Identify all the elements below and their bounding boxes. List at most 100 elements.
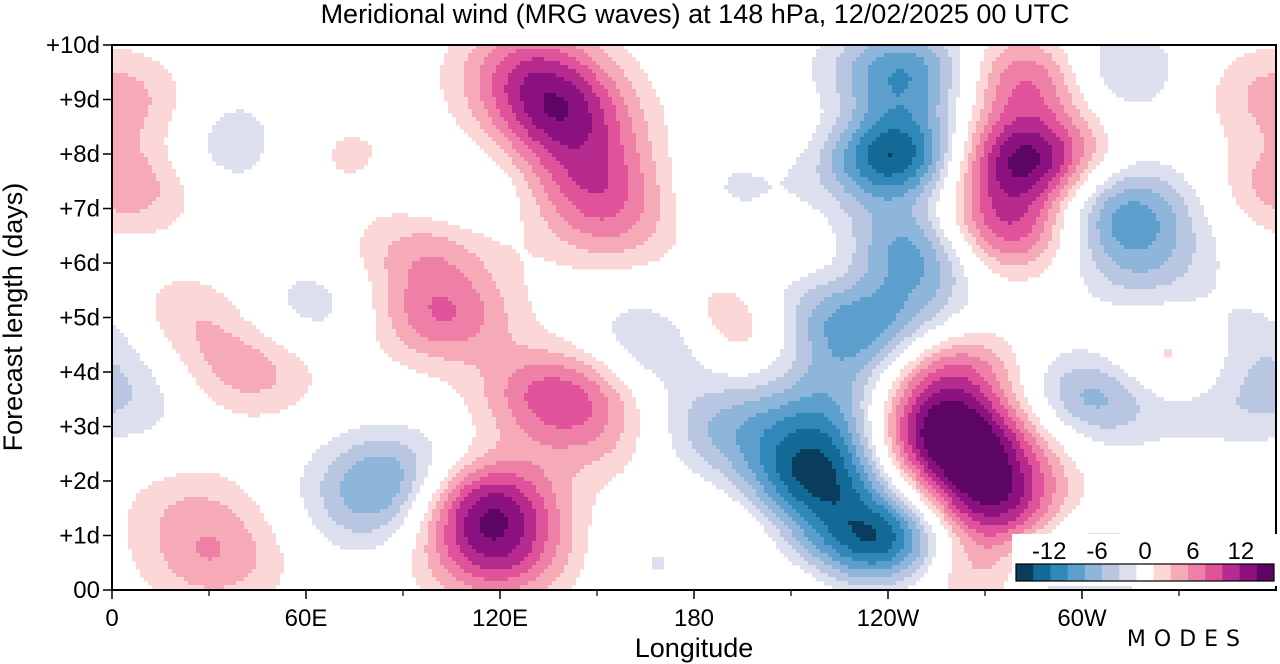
heatmap-cell — [600, 433, 620, 438]
heatmap-cell — [112, 221, 172, 226]
heatmap-cell — [444, 477, 452, 482]
heatmap-cell — [960, 497, 972, 502]
heatmap-cell — [532, 189, 544, 194]
heatmap-cell — [568, 65, 588, 70]
heatmap-cell — [860, 53, 884, 58]
heatmap-cell — [812, 61, 836, 66]
heatmap-cell — [808, 537, 824, 542]
heatmap-cell — [580, 385, 600, 390]
heatmap-cell — [796, 325, 808, 330]
heatmap-cell — [856, 249, 868, 254]
heatmap-cell — [1012, 469, 1020, 474]
heatmap-cell — [956, 217, 964, 222]
heatmap-cell — [1068, 409, 1140, 414]
heatmap-cell — [728, 493, 744, 498]
heatmap-cell — [480, 485, 516, 490]
heatmap-cell — [904, 409, 912, 414]
heatmap-cell — [508, 125, 524, 130]
heatmap-cell — [120, 369, 152, 374]
heatmap-cell — [164, 553, 200, 558]
heatmap-cell — [968, 169, 972, 174]
heatmap-cell — [112, 369, 120, 374]
heatmap-cell — [520, 541, 532, 546]
heatmap-cell — [608, 141, 620, 146]
heatmap-cell — [112, 185, 160, 190]
heatmap-cell — [1264, 225, 1276, 230]
heatmap-cell — [1080, 265, 1096, 270]
heatmap-cell — [916, 217, 928, 222]
heatmap-cell — [856, 57, 876, 62]
heatmap-cell — [1228, 169, 1252, 174]
heatmap-cell — [400, 505, 412, 510]
heatmap-cell — [488, 113, 500, 118]
heatmap-cell — [860, 369, 872, 374]
heatmap-cell — [1176, 213, 1188, 218]
heatmap-cell — [1080, 221, 1088, 226]
heatmap-cell — [372, 289, 388, 294]
heatmap-cell — [540, 417, 588, 422]
heatmap-cell — [468, 445, 496, 450]
heatmap-cell — [1088, 245, 1104, 250]
heatmap-cell — [968, 125, 976, 130]
heatmap-cell — [980, 201, 992, 206]
heatmap-cell — [944, 497, 952, 502]
heatmap-cell — [1188, 265, 1220, 270]
heatmap-cell — [1052, 237, 1060, 242]
heatmap-cell — [952, 517, 960, 522]
heatmap-cell — [732, 461, 748, 466]
heatmap-cell — [904, 169, 916, 174]
heatmap-cell — [252, 533, 276, 538]
heatmap-cell — [1004, 365, 1020, 370]
heatmap-cell — [356, 461, 400, 466]
heatmap-cell — [584, 213, 616, 218]
heatmap-cell — [912, 209, 928, 214]
heatmap-cell — [540, 161, 560, 166]
heatmap-cell — [952, 481, 1012, 486]
heatmap-cell — [616, 105, 628, 110]
heatmap-cell — [936, 257, 948, 262]
heatmap-cell — [568, 109, 588, 114]
heatmap-cell — [1060, 193, 1068, 198]
heatmap-cell — [820, 181, 840, 186]
heatmap-cell — [800, 525, 812, 530]
heatmap-cell — [328, 513, 396, 518]
heatmap-cell — [1256, 121, 1276, 126]
heatmap-cell — [784, 329, 796, 334]
heatmap-cell — [816, 285, 852, 290]
heatmap-cell — [520, 213, 540, 218]
heatmap-cell — [1016, 517, 1028, 522]
heatmap-cell — [492, 277, 524, 282]
heatmap-cell — [1052, 129, 1068, 134]
heatmap-cell — [820, 517, 884, 522]
heatmap-cell — [152, 481, 236, 486]
heatmap-cell — [872, 241, 892, 246]
heatmap-cell — [1064, 173, 1072, 178]
colorbar-swatch — [1033, 564, 1051, 581]
heatmap-cell — [940, 141, 948, 146]
heatmap-cell — [436, 317, 452, 322]
heatmap-cell — [1100, 57, 1168, 62]
heatmap-cell — [908, 565, 920, 570]
heatmap-cell — [992, 125, 1004, 130]
heatmap-cell — [584, 389, 600, 394]
heatmap-cell — [648, 137, 668, 142]
heatmap-cell — [896, 509, 904, 514]
heatmap-cell — [952, 549, 964, 554]
heatmap-cell — [448, 493, 460, 498]
heatmap-cell — [892, 461, 900, 466]
heatmap-cell — [932, 189, 940, 194]
heatmap-cell — [916, 429, 920, 434]
heatmap-cell — [852, 381, 868, 386]
heatmap-cell — [924, 465, 928, 470]
heatmap-cell — [584, 421, 608, 426]
heatmap-cell — [436, 541, 444, 546]
heatmap-cell — [644, 209, 660, 214]
heatmap-cell — [1192, 253, 1216, 258]
heatmap-cell — [212, 157, 260, 162]
heatmap-cell — [1008, 369, 1020, 374]
heatmap-cell — [428, 501, 436, 506]
heatmap-cell — [448, 469, 460, 474]
heatmap-cell — [536, 517, 548, 522]
heatmap-cell — [472, 481, 532, 486]
heatmap-cell — [304, 497, 324, 502]
